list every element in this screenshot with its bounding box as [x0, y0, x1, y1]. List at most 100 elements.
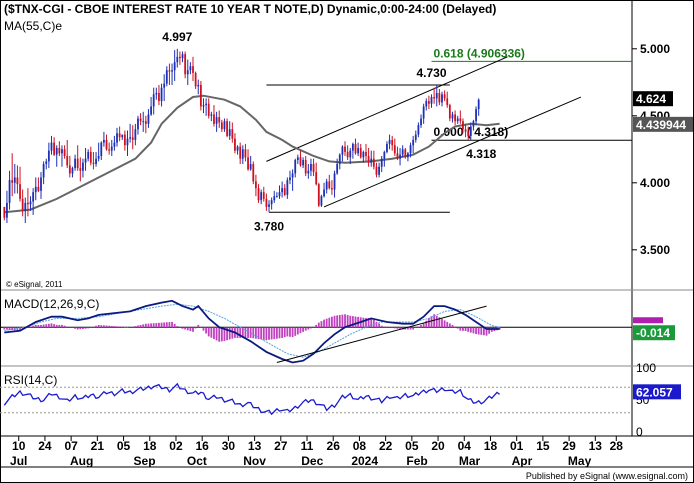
macd-histogram-bar	[29, 326, 32, 328]
candle	[399, 147, 401, 166]
macd-histogram-bar	[142, 324, 145, 328]
candle-body	[53, 142, 56, 155]
candle-body	[336, 164, 339, 174]
candle-body	[87, 151, 90, 159]
candle	[189, 62, 192, 75]
candle-body	[365, 151, 367, 156]
candle	[370, 150, 373, 167]
candle-body	[438, 93, 441, 103]
candle-body	[226, 121, 228, 136]
candle	[396, 146, 399, 161]
candle	[464, 123, 467, 138]
candle-body	[244, 149, 247, 158]
candle-body	[275, 196, 278, 198]
macd-histogram-bar	[372, 319, 375, 328]
candle-body	[294, 160, 297, 174]
macd-histogram-bar	[19, 327, 21, 331]
candle	[273, 190, 276, 203]
x-tick-label: 02	[169, 439, 183, 453]
macd-histogram-bar	[179, 327, 181, 328]
candle-body	[341, 146, 344, 155]
macd-histogram-bar	[171, 321, 173, 328]
macd-histogram-bar	[456, 327, 459, 329]
candle-body	[467, 131, 470, 136]
candle-body	[228, 129, 231, 136]
macd-histogram-bar	[168, 322, 171, 328]
candle	[328, 174, 331, 190]
rsi-value: 62.057	[636, 385, 673, 399]
candle	[32, 188, 35, 215]
macd-histogram-bar	[126, 327, 129, 328]
candle-body	[399, 154, 401, 159]
candle-body	[137, 118, 139, 130]
macd-histogram-bar	[380, 325, 383, 328]
ma-label: MA(55,C)e	[4, 19, 62, 33]
candle-body	[469, 126, 472, 136]
candle-body	[441, 94, 443, 103]
candle	[386, 141, 388, 154]
candle-body	[37, 186, 40, 191]
candle-body	[58, 147, 61, 154]
candle-body	[11, 180, 14, 183]
macd-histogram-bar	[341, 314, 344, 328]
macd-histogram-bar	[228, 327, 231, 340]
candle	[475, 106, 477, 126]
x-tick-label: 15	[536, 439, 550, 453]
macd-label: MACD(12,26,9,C)	[4, 297, 99, 311]
macd-histogram-bar	[173, 323, 176, 328]
macd-histogram-bar	[95, 325, 97, 328]
candle-body	[475, 109, 477, 122]
macd-histogram-bar	[375, 321, 378, 328]
macd-histogram-bar	[45, 324, 48, 328]
price-annotation: 3.780	[254, 219, 284, 233]
macd-histogram-bar	[296, 327, 299, 335]
macd-histogram-bar	[40, 324, 42, 328]
macd-histogram-bar	[407, 327, 409, 330]
macd-histogram-bar	[275, 327, 278, 339]
candle	[422, 103, 425, 124]
candle-body	[357, 147, 360, 154]
candle	[110, 139, 113, 156]
candle-body	[407, 153, 409, 158]
rsi-tick-label: 0	[636, 425, 643, 439]
macd-histogram-bar	[241, 327, 244, 338]
candle-body	[315, 172, 318, 185]
candle	[462, 118, 464, 134]
candle-body	[121, 134, 124, 138]
macd-histogram-bar	[420, 324, 422, 328]
macd-histogram-bar	[354, 316, 357, 328]
candle	[79, 157, 82, 182]
candle	[76, 145, 79, 171]
candle	[252, 161, 255, 185]
candle	[433, 87, 436, 104]
macd-histogram-bar	[262, 327, 265, 340]
macd-histogram-bar	[103, 325, 105, 328]
candle	[333, 170, 336, 198]
macd-histogram-bar	[202, 327, 205, 331]
candle	[391, 135, 394, 151]
candle-body	[252, 164, 255, 182]
candle-body	[68, 165, 71, 174]
macd-histogram-bar	[218, 327, 221, 342]
last-price-value: 4.624	[636, 92, 666, 106]
candle	[275, 192, 278, 198]
candle	[407, 151, 409, 162]
candle	[257, 184, 260, 203]
candle-body	[61, 149, 63, 154]
candle-body	[19, 184, 21, 199]
candle-body	[139, 118, 142, 122]
macd-histogram-bar	[430, 316, 433, 328]
candle	[315, 162, 318, 186]
macd-hist-marker	[633, 317, 663, 324]
macd-histogram-bar	[213, 327, 215, 340]
macd-histogram-bar	[302, 327, 304, 332]
candle	[341, 145, 344, 162]
x-month-label: Nov	[243, 454, 266, 468]
macd-histogram-bar	[108, 325, 111, 328]
candle-body	[176, 56, 179, 63]
candle	[443, 90, 446, 102]
candle	[19, 166, 21, 202]
